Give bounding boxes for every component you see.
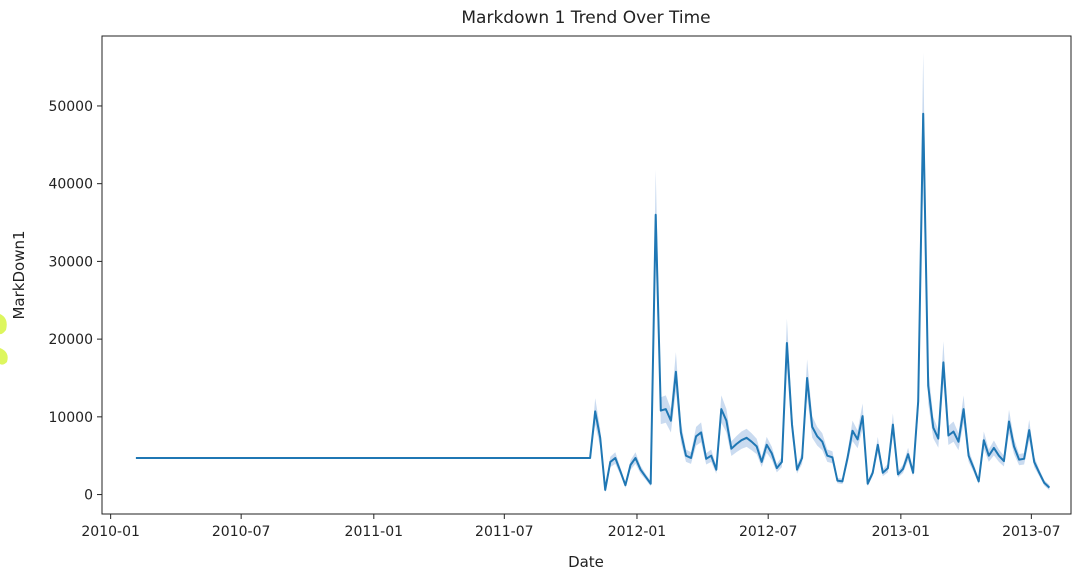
y-tick-label: 10000	[48, 410, 93, 426]
x-axis-title: Date	[568, 553, 604, 571]
x-tick-label: 2011-01	[345, 524, 404, 540]
x-tick-label: 2011-07	[475, 524, 534, 540]
x-tick-label: 2012-01	[608, 524, 667, 540]
y-tick-label: 30000	[48, 254, 93, 270]
confidence-band-layer	[135, 52, 1050, 493]
series-line-layer	[135, 112, 1051, 491]
chart-title: Markdown 1 Trend Over Time	[461, 8, 710, 28]
series-line	[135, 112, 1051, 491]
highlight-marker-layer	[0, 314, 8, 365]
plot-area-frame	[101, 35, 1072, 515]
y-axis-title: MarkDown1	[10, 230, 28, 319]
highlight-marker	[0, 314, 8, 365]
y-tick-label: 40000	[48, 177, 93, 193]
x-tick-label: 2013-07	[1002, 524, 1061, 540]
x-tick-label: 2010-01	[81, 524, 140, 540]
x-axis-ticks: 2010-01 2010-07 2011-01 2011-07 2012-01 2012-…	[81, 514, 1061, 540]
y-tick-label: 20000	[48, 332, 93, 348]
x-tick-label: 2010-07	[212, 524, 271, 540]
y-tick-label: 50000	[48, 99, 93, 115]
y-tick-label: 0	[84, 488, 93, 504]
confidence-band	[135, 52, 1050, 493]
x-tick-label: 2012-07	[739, 524, 798, 540]
x-tick-label: 2013-01	[872, 524, 931, 540]
y-axis-ticks: 0 10000 20000 30000 40000 50000	[48, 99, 102, 504]
